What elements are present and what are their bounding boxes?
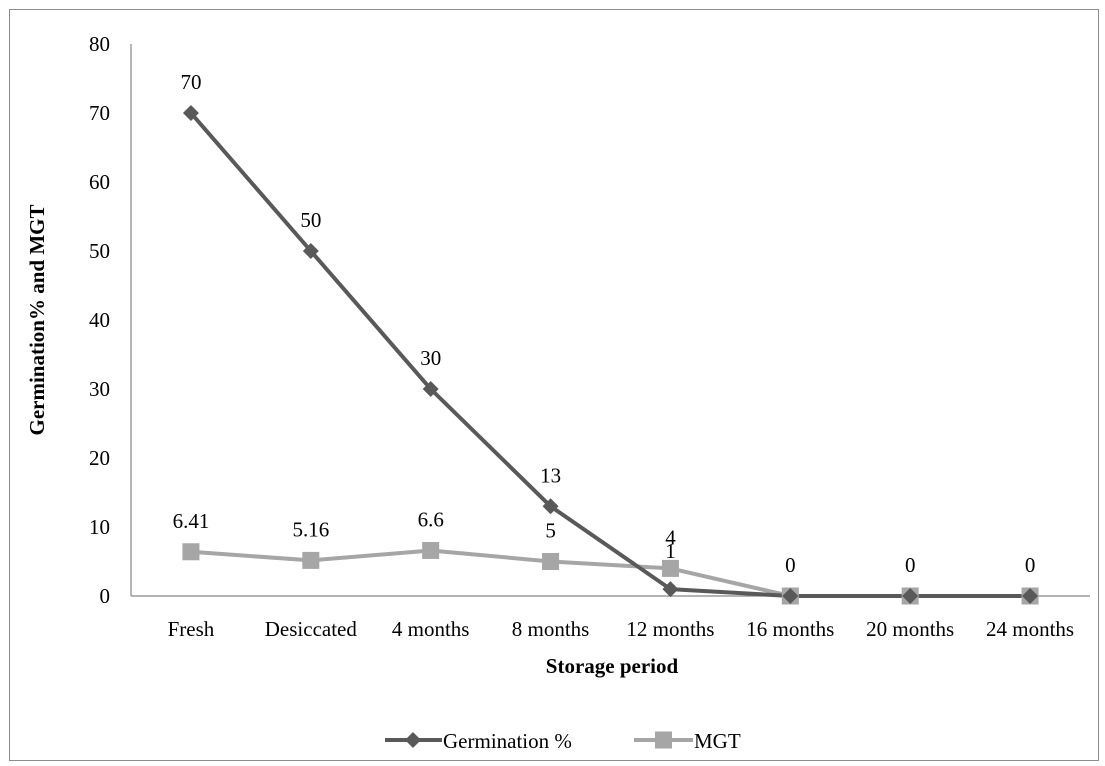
germination-point xyxy=(542,498,559,515)
y-tick-labels: 0 10 20 30 40 50 60 70 80 xyxy=(89,32,110,608)
data-labels: 70 50 30 13 1 0 0 0 6.41 5.16 6.6 5 4 xyxy=(173,70,1036,577)
mgt-data-label: 5 xyxy=(545,519,556,543)
y-tick-label: 20 xyxy=(89,446,110,470)
series-layer xyxy=(182,105,1039,605)
germination-data-label: 1 xyxy=(665,539,676,563)
germination-data-label: 0 xyxy=(785,553,796,577)
mgt-data-label: 6.41 xyxy=(173,509,210,533)
germination-data-label: 0 xyxy=(905,553,916,577)
mgt-data-label: 5.16 xyxy=(292,517,329,541)
germination-point xyxy=(302,243,319,259)
x-tick-label: Desiccated xyxy=(265,617,358,641)
chart-frame xyxy=(9,9,1099,761)
mgt-data-label: 6.6 xyxy=(418,507,444,531)
y-tick-label: 10 xyxy=(89,515,110,539)
x-tick-label: Fresh xyxy=(168,617,215,641)
germination-data-label: 30 xyxy=(420,346,441,370)
y-tick-label: 80 xyxy=(89,32,110,56)
germination-point xyxy=(182,105,199,121)
y-tick-label: 50 xyxy=(89,239,110,263)
mgt-data-label: 4 xyxy=(665,525,676,549)
y-tick-label: 40 xyxy=(89,308,110,332)
x-tick-label: 16 months xyxy=(746,617,834,641)
x-tick-labels: Fresh Desiccated 4 months 8 months 12 months… xyxy=(168,617,1075,641)
x-tick-label: 4 months xyxy=(392,617,470,641)
y-tick-label: 60 xyxy=(89,170,110,194)
germination-point xyxy=(422,381,439,397)
x-tick-label: 20 months xyxy=(866,617,954,641)
germination-point xyxy=(902,588,919,604)
germination-data-label: 50 xyxy=(300,208,321,232)
legend-label-mgt: MGT xyxy=(694,729,741,753)
axes xyxy=(130,44,1090,597)
y-axis-title: Germination% and MGT xyxy=(25,204,49,435)
x-tick-label: 8 months xyxy=(512,617,590,641)
legend-item-mgt: MGT xyxy=(634,729,741,753)
legend-label-germination: Germination % xyxy=(443,729,572,753)
mgt-point xyxy=(422,541,440,559)
mgt-point xyxy=(302,551,320,569)
germination-point xyxy=(1022,588,1039,604)
germination-point xyxy=(662,581,679,598)
germination-data-label: 13 xyxy=(540,463,561,487)
mgt-point xyxy=(661,559,679,577)
legend-item-germination: Germination % xyxy=(385,729,572,753)
y-tick-label: 0 xyxy=(100,584,111,608)
mgt-point xyxy=(542,553,560,570)
series-line-germination xyxy=(189,111,1031,598)
germination-data-label: 70 xyxy=(180,70,201,94)
mgt-point xyxy=(182,543,200,561)
germination-data-label: 0 xyxy=(1025,553,1036,577)
x-tick-label: 24 months xyxy=(986,617,1074,641)
y-tick-label: 70 xyxy=(89,101,110,125)
legend: Germination % MGT xyxy=(385,729,741,753)
germination-point xyxy=(782,588,799,604)
legend-marker-germination xyxy=(405,732,421,748)
x-axis-title: Storage period xyxy=(546,654,679,678)
legend-marker-mgt xyxy=(655,731,672,749)
y-tick-label: 30 xyxy=(89,377,110,401)
x-tick-label: 12 months xyxy=(626,617,714,641)
